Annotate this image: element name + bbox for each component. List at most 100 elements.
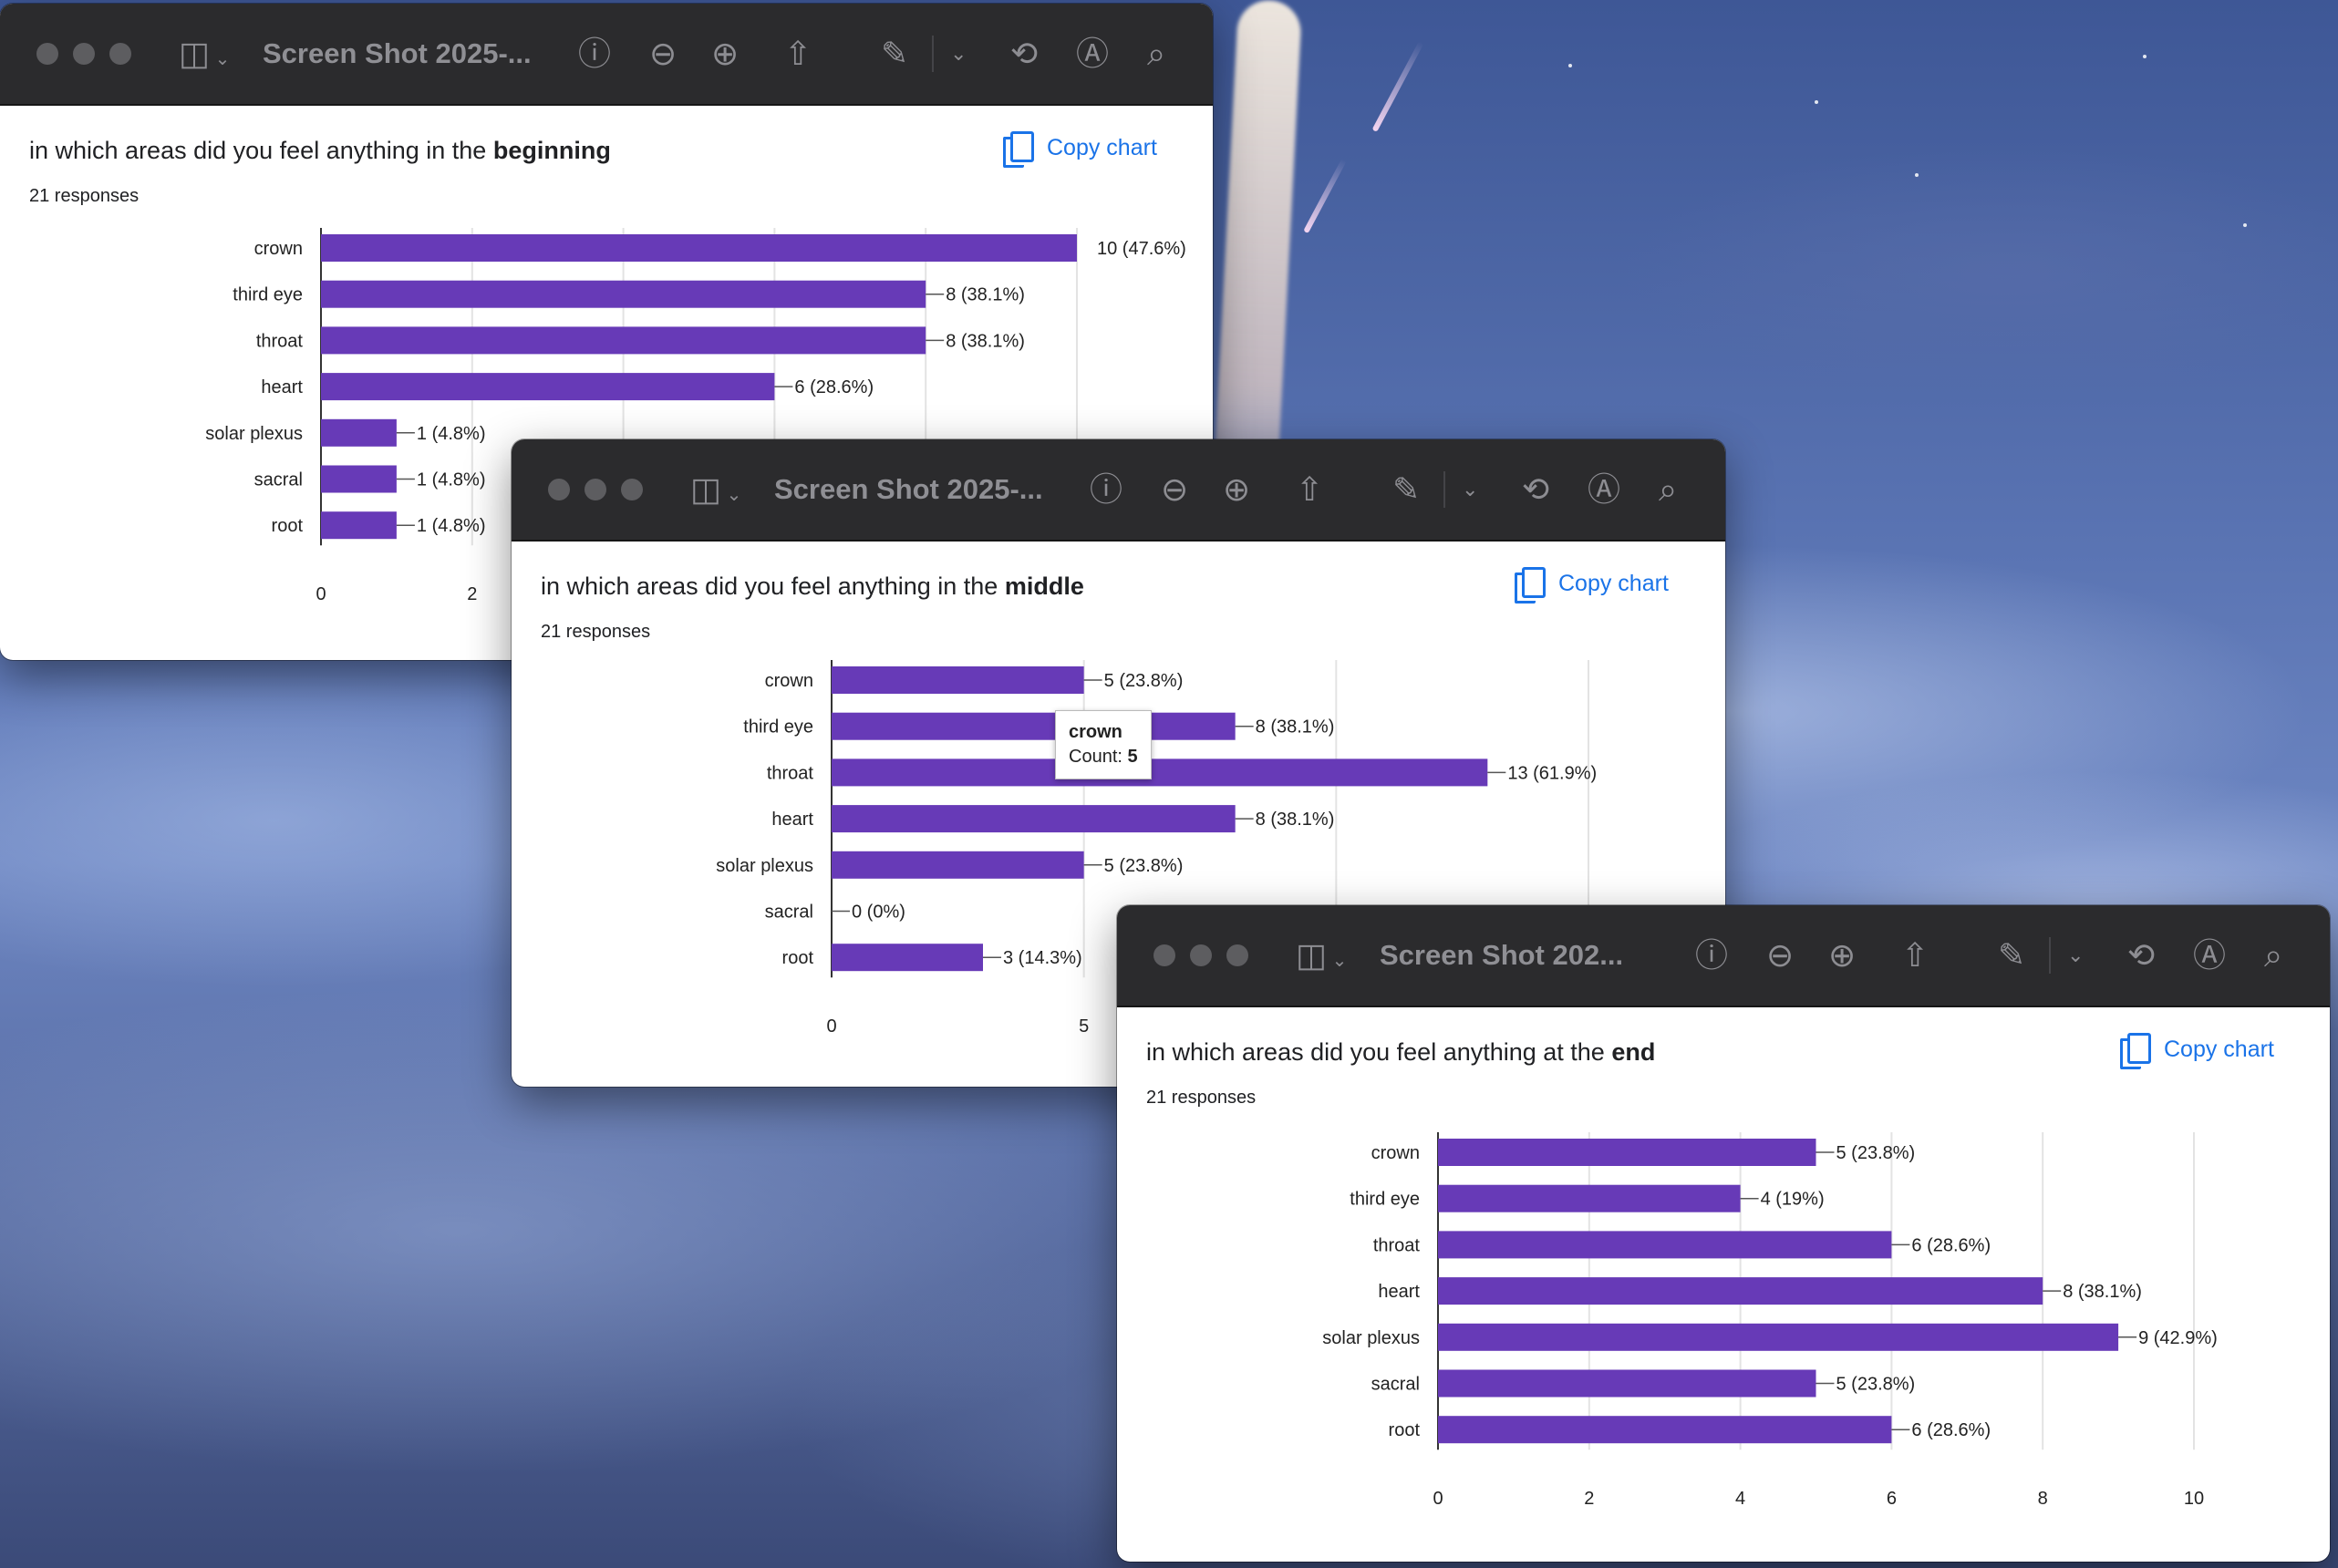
zoom-in-icon[interactable]: ⊕	[711, 35, 740, 72]
preview-window-end: ◫ ⌄ Screen Shot 202... ⓘ ⊖ ⊕ ⇧ ✎ ⌄ ⟲ Ⓐ ⌕…	[1117, 905, 2330, 1562]
x-tick-label: 0	[316, 584, 326, 604]
toolbar-divider	[932, 36, 934, 72]
copy-chart-button[interactable]: Copy chart	[1515, 567, 1669, 603]
minimize-button[interactable]	[1190, 944, 1212, 966]
zoom-out-icon[interactable]: ⊖	[1766, 936, 1795, 974]
toolbar-divider	[1443, 471, 1445, 508]
star	[1815, 100, 1818, 104]
category-label: root	[782, 948, 814, 968]
category-label: throat	[767, 763, 814, 783]
data-label: 3 (14.3%)	[1003, 948, 1082, 968]
category-label: root	[272, 516, 304, 536]
close-button[interactable]	[1153, 944, 1175, 966]
category-label: crown	[254, 239, 303, 259]
zoom-out-icon[interactable]: ⊖	[1161, 470, 1189, 508]
close-button[interactable]	[36, 43, 58, 65]
category-label: crown	[1371, 1143, 1420, 1163]
close-button[interactable]	[548, 479, 570, 500]
search-icon[interactable]: ⌕	[1659, 470, 1678, 508]
rotate-icon[interactable]: ⟲	[1010, 35, 1039, 72]
copy-icon	[2120, 1033, 2151, 1069]
x-tick-label: 2	[1584, 1489, 1594, 1509]
x-tick-label: 6	[1887, 1489, 1897, 1509]
bar	[832, 805, 1236, 833]
bar	[1438, 1231, 1892, 1259]
copy-icon	[1515, 567, 1546, 603]
category-label: sacral	[1371, 1375, 1420, 1395]
zoom-button[interactable]	[621, 479, 643, 500]
data-label: 5 (23.8%)	[1104, 671, 1184, 691]
response-count: 21 responses	[29, 186, 140, 206]
copy-chart-button[interactable]: Copy chart	[1003, 131, 1157, 168]
bar	[1438, 1184, 1741, 1212]
rotate-icon[interactable]: ⟲	[1522, 470, 1550, 508]
rotate-icon[interactable]: ⟲	[2127, 936, 2156, 974]
star	[1915, 173, 1919, 177]
bar	[832, 712, 1236, 740]
preview-window-middle: ◫ ⌄ Screen Shot 2025-... ⓘ ⊖ ⊕ ⇧ ✎ ⌄ ⟲ Ⓐ…	[512, 439, 1725, 1087]
data-label: 4 (19%)	[1761, 1190, 1825, 1210]
bar	[1438, 1416, 1892, 1444]
category-label: throat	[256, 331, 304, 351]
window-titlebar[interactable]: ◫ ⌄ Screen Shot 2025-... ⓘ ⊖ ⊕ ⇧ ✎ ⌄ ⟲ Ⓐ…	[512, 439, 1725, 542]
category-label: solar plexus	[205, 424, 303, 444]
data-label: 10 (47.6%)	[1097, 239, 1186, 259]
category-label: sacral	[254, 470, 303, 490]
zoom-in-icon[interactable]: ⊕	[1223, 470, 1251, 508]
category-label: third eye	[1350, 1190, 1420, 1210]
window-titlebar[interactable]: ◫ ⌄ Screen Shot 2025-... ⓘ ⊖ ⊕ ⇧ ✎ ⌄ ⟲ Ⓐ…	[0, 4, 1213, 106]
window-title: Screen Shot 2025-...	[263, 37, 532, 69]
chevron-down-icon[interactable]: ⌄	[950, 42, 967, 65]
sidebar-toggle-icon[interactable]: ◫ ⌄	[1296, 936, 1348, 974]
bar	[1438, 1277, 2043, 1305]
data-label: 8 (38.1%)	[2063, 1282, 2142, 1302]
toolbar-divider	[2049, 937, 2051, 974]
bar	[832, 851, 1084, 879]
search-icon[interactable]: ⌕	[1147, 35, 1166, 72]
bar	[832, 758, 1488, 787]
category-label: solar plexus	[716, 856, 813, 876]
minimize-button[interactable]	[584, 479, 606, 500]
data-label: 1 (4.8%)	[417, 424, 486, 444]
zoom-button[interactable]	[109, 43, 131, 65]
zoom-out-icon[interactable]: ⊖	[649, 35, 678, 72]
data-label: 5 (23.8%)	[1836, 1375, 1916, 1395]
info-icon[interactable]: ⓘ	[1695, 936, 1729, 974]
x-tick-label: 0	[826, 1016, 836, 1037]
category-label: sacral	[765, 903, 813, 923]
tooltip-label: crown	[1069, 722, 1122, 742]
share-icon[interactable]: ⇧	[1901, 936, 1929, 974]
sidebar-toggle-icon[interactable]: ◫ ⌄	[690, 470, 742, 508]
bar	[321, 234, 1077, 262]
window-titlebar[interactable]: ◫ ⌄ Screen Shot 202... ⓘ ⊖ ⊕ ⇧ ✎ ⌄ ⟲ Ⓐ ⌕	[1117, 905, 2330, 1007]
data-label: 8 (38.1%)	[1256, 810, 1335, 830]
sidebar-toggle-icon[interactable]: ◫ ⌄	[179, 35, 231, 72]
category-label: heart	[261, 377, 303, 397]
chevron-down-icon[interactable]: ⌄	[1462, 478, 1479, 500]
zoom-in-icon[interactable]: ⊕	[1828, 936, 1857, 974]
share-icon[interactable]: ⇧	[784, 35, 812, 72]
markup-pen-icon[interactable]: ✎	[1998, 936, 2026, 974]
minimize-button[interactable]	[73, 43, 95, 65]
data-label: 8 (38.1%)	[946, 331, 1025, 351]
copy-chart-button[interactable]: Copy chart	[2120, 1033, 2274, 1069]
tooltip-count: Count: 5	[1069, 747, 1138, 767]
annotate-icon[interactable]: Ⓐ	[1588, 470, 1621, 508]
copy-chart-label: Copy chart	[1558, 570, 1669, 596]
bar	[1438, 1369, 1816, 1398]
annotate-icon[interactable]: Ⓐ	[1076, 35, 1110, 72]
chevron-down-icon[interactable]: ⌄	[2067, 944, 2085, 966]
annotate-icon[interactable]: Ⓐ	[2193, 936, 2227, 974]
markup-pen-icon[interactable]: ✎	[881, 35, 909, 72]
info-icon[interactable]: ⓘ	[578, 35, 612, 72]
data-label: 5 (23.8%)	[1836, 1143, 1916, 1163]
share-icon[interactable]: ⇧	[1296, 470, 1324, 508]
markup-pen-icon[interactable]: ✎	[1392, 470, 1421, 508]
category-label: crown	[765, 671, 813, 691]
bar	[321, 373, 775, 401]
category-label: third eye	[743, 717, 813, 738]
info-icon[interactable]: ⓘ	[1090, 470, 1123, 508]
data-label: 5 (23.8%)	[1104, 856, 1184, 876]
search-icon[interactable]: ⌕	[2264, 936, 2283, 974]
zoom-button[interactable]	[1226, 944, 1248, 966]
